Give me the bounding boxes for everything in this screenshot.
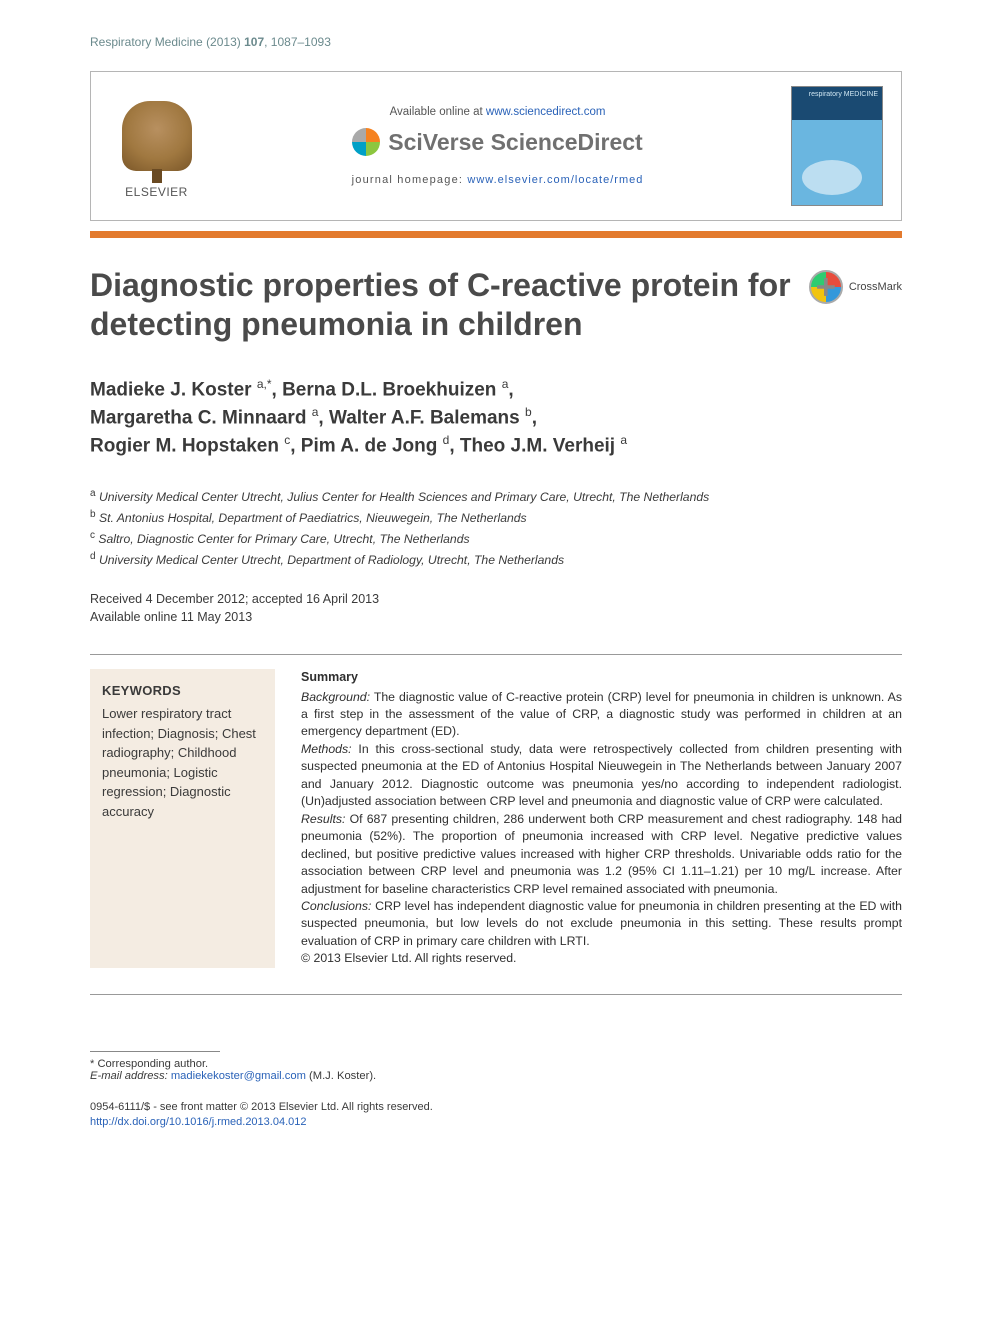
elsevier-logo: ELSEVIER xyxy=(109,94,204,199)
available-online: Available online at www.sciencedirect.co… xyxy=(224,106,771,118)
elsevier-tree-icon xyxy=(122,101,192,171)
author-email-link[interactable]: madiekekoster@gmail.com xyxy=(171,1070,306,1082)
footnote-rule xyxy=(90,1051,220,1052)
title-row: Diagnostic properties of C-reactive prot… xyxy=(90,266,902,344)
methods-label: Methods: xyxy=(301,742,352,756)
crossmark-label: CrossMark xyxy=(849,281,902,293)
article-title: Diagnostic properties of C-reactive prot… xyxy=(90,266,791,344)
concl-label: Conclusions: xyxy=(301,899,371,913)
abstract-methods: Methods: In this cross-sectional study, … xyxy=(301,741,902,811)
sciverse-brand: SciVerse ScienceDirect xyxy=(352,128,642,156)
masthead-center: Available online at www.sciencedirect.co… xyxy=(224,106,771,186)
bg-label: Background: xyxy=(301,690,370,704)
sciencedirect-link[interactable]: www.sciencedirect.com xyxy=(486,106,606,118)
bg-text: The diagnostic value of C-reactive prote… xyxy=(301,690,902,739)
email-label: E-mail address: xyxy=(90,1070,171,1082)
affiliation-line: a University Medical Center Utrecht, Jul… xyxy=(90,486,902,507)
crossmark-badge[interactable]: CrossMark xyxy=(809,270,902,304)
keywords-box: KEYWORDS Lower respiratory tract infecti… xyxy=(90,669,275,968)
summary-heading: Summary xyxy=(301,669,902,687)
results-label: Results: xyxy=(301,812,345,826)
issn-block: 0954-6111/$ - see front matter © 2013 El… xyxy=(90,1100,902,1131)
issn-line: 0954-6111/$ - see front matter © 2013 El… xyxy=(90,1100,902,1115)
divider-top xyxy=(90,654,902,655)
divider-bottom xyxy=(90,994,902,995)
journal-name: Respiratory Medicine xyxy=(90,35,203,49)
affiliations: a University Medical Center Utrecht, Jul… xyxy=(90,486,902,570)
accent-bar xyxy=(90,231,902,238)
abstract-background: Background: The diagnostic value of C-re… xyxy=(301,689,902,741)
email-tail: (M.J. Koster). xyxy=(306,1070,376,1082)
received-accepted: Received 4 December 2012; accepted 16 Ap… xyxy=(90,590,902,608)
running-header: Respiratory Medicine (2013) 107, 1087–10… xyxy=(90,35,902,49)
cover-label: respiratory MEDICINE xyxy=(809,91,878,98)
available-online-date: Available online 11 May 2013 xyxy=(90,608,902,626)
available-label: Available online at xyxy=(390,106,486,118)
article-dates: Received 4 December 2012; accepted 16 Ap… xyxy=(90,590,902,626)
corresponding-author: * Corresponding author. xyxy=(90,1058,902,1070)
homepage-label: journal homepage: xyxy=(352,174,468,186)
crossmark-icon xyxy=(809,270,843,304)
footnotes: * Corresponding author. E-mail address: … xyxy=(90,1051,902,1131)
affiliation-line: c Saltro, Diagnostic Center for Primary … xyxy=(90,528,902,549)
cover-art xyxy=(802,160,862,195)
abstract-conclusions: Conclusions: CRP level has independent d… xyxy=(301,898,902,950)
journal-year: (2013) xyxy=(206,35,241,49)
sciverse-text: SciVerse ScienceDirect xyxy=(388,129,642,156)
results-text: Of 687 presenting children, 286 underwen… xyxy=(301,812,902,896)
affiliation-line: b St. Antonius Hospital, Department of P… xyxy=(90,507,902,528)
abstract: Summary Background: The diagnostic value… xyxy=(275,669,902,968)
sciverse-icon xyxy=(352,128,380,156)
homepage-link[interactable]: www.elsevier.com/locate/rmed xyxy=(467,174,643,186)
doi-link[interactable]: http://dx.doi.org/10.1016/j.rmed.2013.04… xyxy=(90,1116,307,1128)
journal-cover: respiratory MEDICINE xyxy=(791,86,883,206)
affiliation-line: d University Medical Center Utrecht, Dep… xyxy=(90,549,902,570)
methods-text: In this cross-sectional study, data were… xyxy=(301,742,902,808)
journal-volume: 107 xyxy=(244,35,264,49)
concl-text: CRP level has independent diagnostic val… xyxy=(301,899,902,948)
abstract-results: Results: Of 687 presenting children, 286… xyxy=(301,811,902,898)
journal-homepage: journal homepage: www.elsevier.com/locat… xyxy=(224,174,771,186)
journal-pages: 1087–1093 xyxy=(271,35,331,49)
keywords-list: Lower respiratory tract infection; Diagn… xyxy=(102,704,263,821)
masthead-box: ELSEVIER Available online at www.science… xyxy=(90,71,902,221)
abstract-copyright: © 2013 Elsevier Ltd. All rights reserved… xyxy=(301,950,902,967)
email-line: E-mail address: madiekekoster@gmail.com … xyxy=(90,1070,902,1082)
elsevier-wordmark: ELSEVIER xyxy=(125,185,188,199)
author-list: Madieke J. Koster a,*, Berna D.L. Broekh… xyxy=(90,376,902,460)
keywords-heading: KEYWORDS xyxy=(102,681,263,701)
body-columns: KEYWORDS Lower respiratory tract infecti… xyxy=(90,669,902,968)
